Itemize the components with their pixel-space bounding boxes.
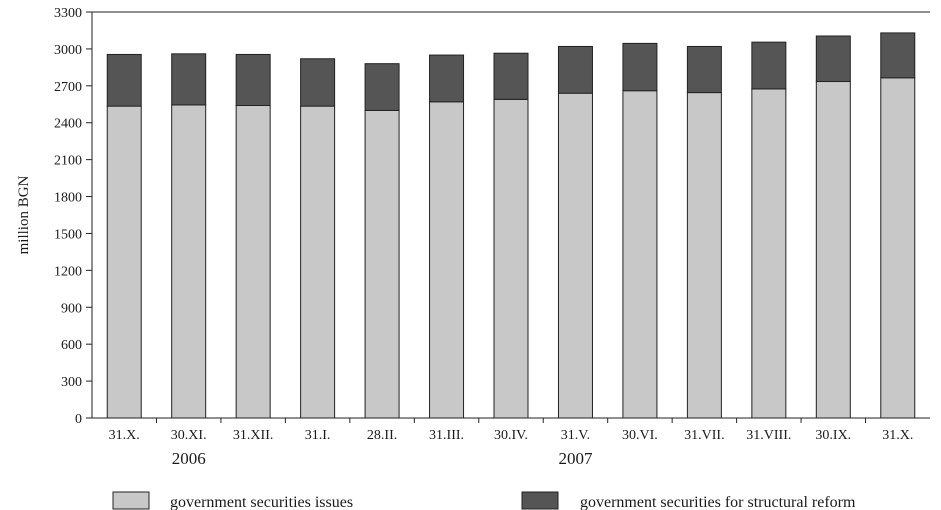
x-tick-label: 30.VI. bbox=[622, 428, 658, 443]
bar-segment-structural-reform bbox=[751, 41, 787, 90]
x-axis: 31.X. 30.XI. 31.XII. 31.I. 28.II. 31.III. 30.I… bbox=[109, 418, 913, 443]
y-axis: 0 300 600 900 1200 1500 1800 2100 2400 2700 3000 33… bbox=[54, 6, 92, 427]
y-tick-label: 0 bbox=[75, 412, 82, 427]
x-tick-label: 31.V. bbox=[561, 428, 590, 443]
x-tick-label: 31.I. bbox=[305, 428, 331, 443]
bar-segment-issues bbox=[557, 92, 593, 419]
legend-label-issues: government securities issues bbox=[170, 494, 353, 510]
bar-segment-structural-reform bbox=[235, 53, 271, 107]
bar-segment-issues bbox=[815, 81, 851, 419]
bar-segment-structural-reform bbox=[171, 53, 207, 106]
bar-segment-structural-reform bbox=[364, 63, 400, 111]
x-tick-label: 31.X. bbox=[882, 428, 913, 443]
x-tick-label: 28.II. bbox=[367, 428, 397, 443]
bar-segment-structural-reform bbox=[622, 42, 658, 92]
y-tick-label: 2400 bbox=[54, 117, 82, 132]
bar-segment-issues bbox=[686, 92, 722, 419]
x-tick-label: 30.IX. bbox=[815, 428, 851, 443]
bars bbox=[106, 32, 916, 419]
bar-segment-issues bbox=[751, 88, 787, 419]
y-axis-title: million BGN bbox=[16, 175, 32, 254]
year-label: 2006 bbox=[172, 449, 206, 468]
legend-swatch-structural-reform bbox=[521, 491, 559, 510]
x-tick-label: 30.XI. bbox=[171, 428, 207, 443]
bar-segment-structural-reform bbox=[880, 32, 916, 79]
y-tick-label: 3000 bbox=[54, 43, 82, 58]
legend-swatch-issues bbox=[112, 491, 150, 510]
bar-segment-issues bbox=[493, 98, 529, 419]
x-tick-label: 31.XII. bbox=[233, 428, 273, 443]
y-tick-label: 1200 bbox=[54, 264, 82, 279]
y-tick-label: 1800 bbox=[54, 191, 82, 206]
y-tick-label: 1500 bbox=[54, 227, 82, 242]
y-tick-label: 2100 bbox=[54, 154, 82, 169]
bar-segment-issues bbox=[106, 105, 142, 419]
bar-segment-structural-reform bbox=[815, 35, 851, 83]
bar-segment-structural-reform bbox=[686, 45, 722, 94]
y-tick-label: 900 bbox=[61, 301, 82, 316]
y-tick-label: 3300 bbox=[54, 6, 82, 21]
x-tick-label: 31.X. bbox=[109, 428, 140, 443]
x-tick-label: 31.VII. bbox=[684, 428, 724, 443]
x-tick-label: 30.IV. bbox=[494, 428, 528, 443]
y-tick-label: 2700 bbox=[54, 80, 82, 95]
year-label: 2007 bbox=[558, 449, 593, 468]
legend: government securities issues government … bbox=[112, 491, 856, 510]
bar-segment-structural-reform bbox=[106, 53, 142, 107]
x-tick-label: 31.III. bbox=[429, 428, 464, 443]
bar-segment-structural-reform bbox=[300, 58, 336, 107]
bar-segment-issues bbox=[171, 104, 207, 419]
bar-segment-issues bbox=[235, 105, 271, 419]
bar-segment-issues bbox=[880, 77, 916, 419]
bar-segment-structural-reform bbox=[493, 52, 529, 100]
bar-segment-structural-reform bbox=[557, 45, 593, 94]
bar-segment-issues bbox=[622, 90, 658, 419]
y-tick-label: 600 bbox=[61, 338, 82, 353]
bar-segment-structural-reform bbox=[429, 54, 465, 103]
x-tick-label: 31.VIII. bbox=[746, 428, 791, 443]
bar-segment-issues bbox=[364, 109, 400, 419]
year-labels: 2006 2007 bbox=[172, 449, 593, 468]
legend-label-structural-reform: government securities for structural ref… bbox=[580, 494, 856, 510]
y-tick-label: 300 bbox=[61, 375, 82, 390]
bar-segment-issues bbox=[429, 101, 465, 419]
bar-segment-issues bbox=[300, 105, 336, 419]
